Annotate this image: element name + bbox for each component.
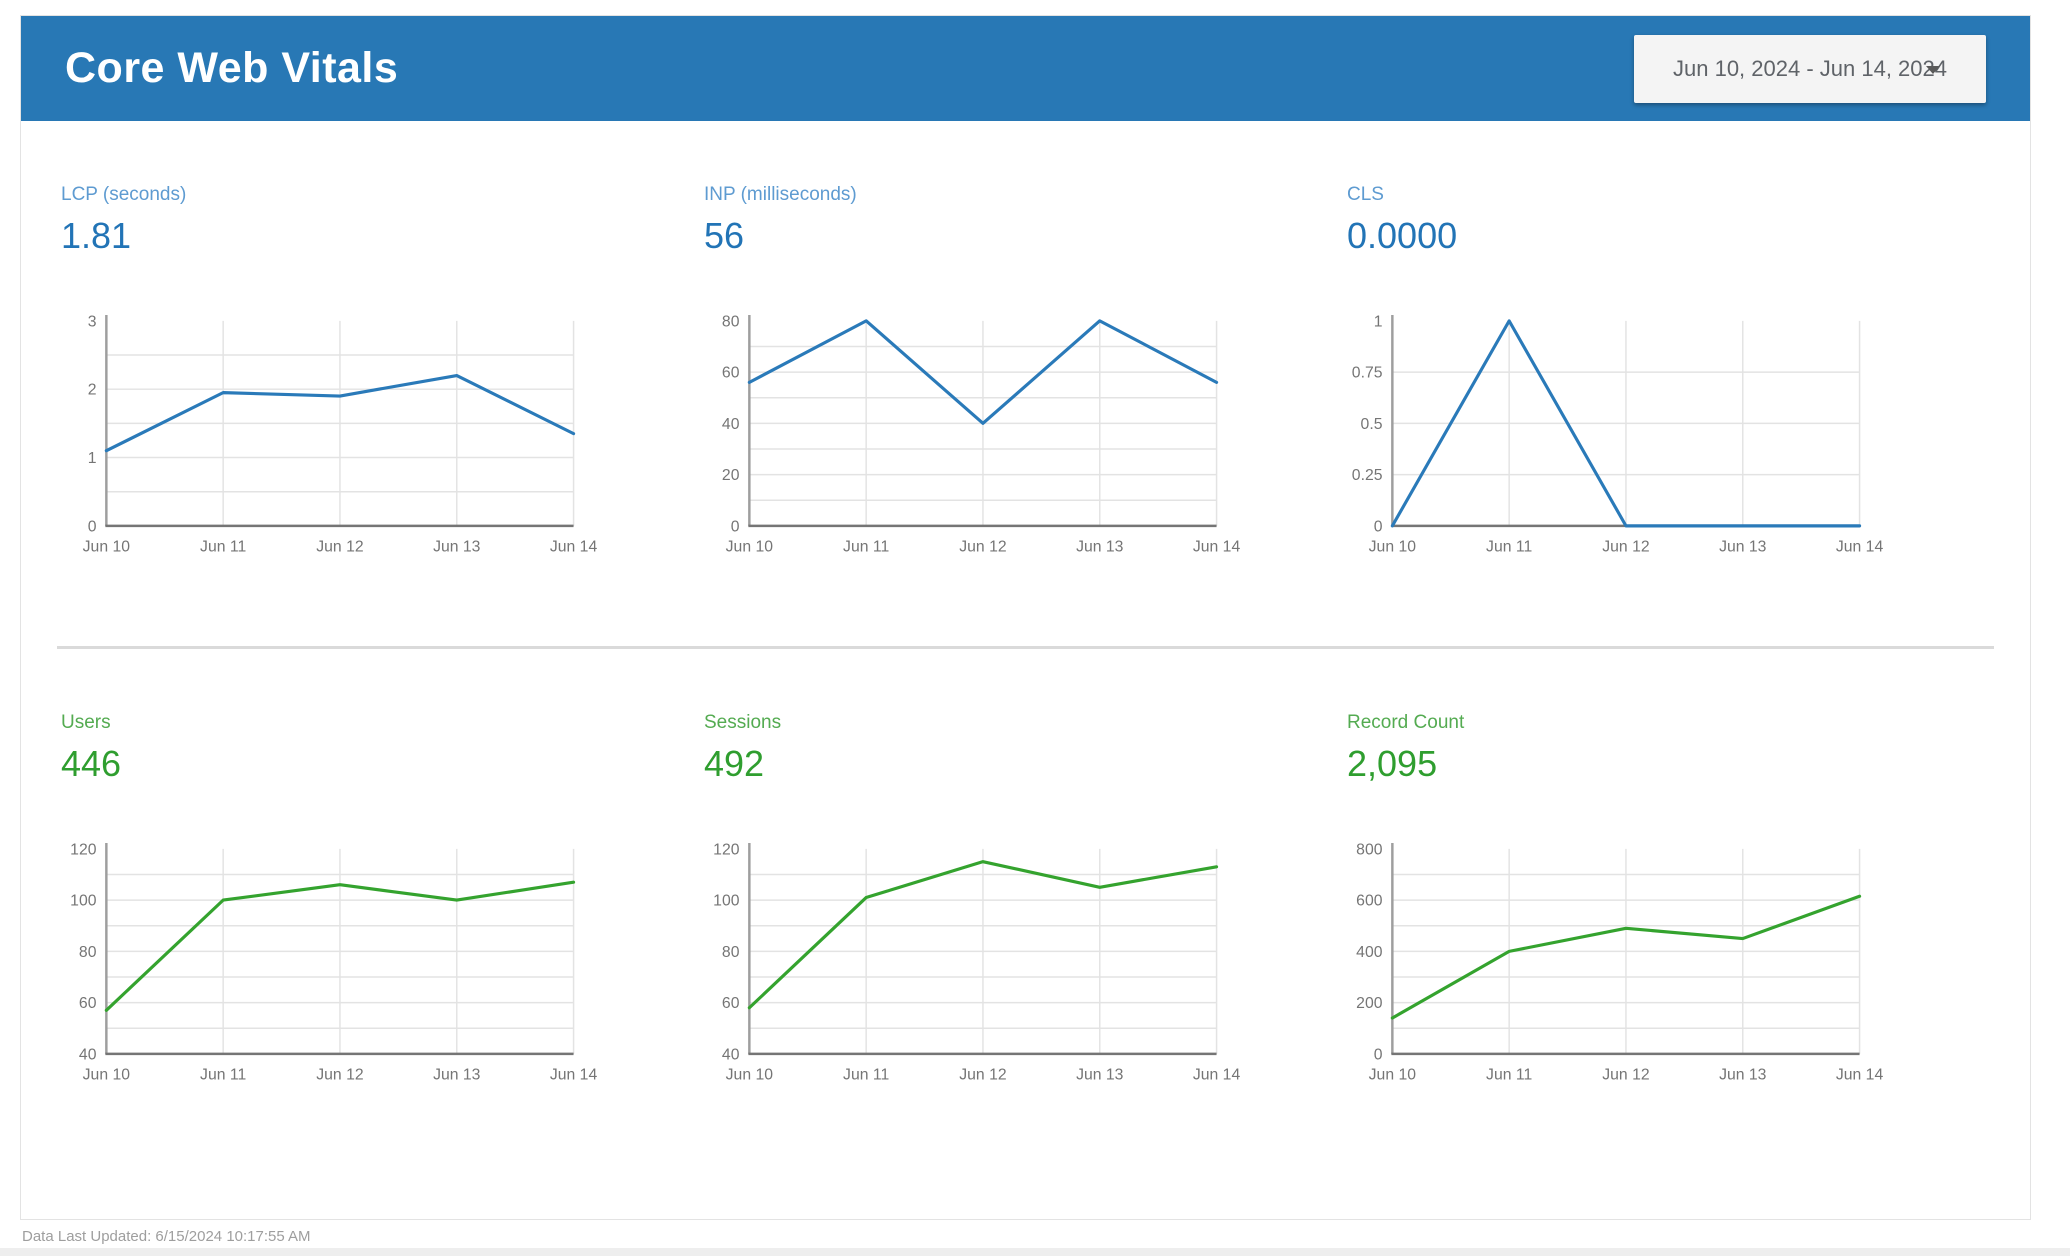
svg-text:100: 100 bbox=[70, 893, 97, 910]
svg-text:Jun 10: Jun 10 bbox=[83, 539, 131, 556]
svg-text:120: 120 bbox=[713, 841, 740, 858]
svg-text:Jun 12: Jun 12 bbox=[316, 1067, 363, 1084]
date-range-selector[interactable]: Jun 10, 2024 - Jun 14, 2024 bbox=[1634, 34, 1986, 103]
svg-text:1: 1 bbox=[1374, 313, 1383, 330]
svg-text:2: 2 bbox=[88, 382, 97, 399]
svg-text:0.75: 0.75 bbox=[1352, 365, 1383, 382]
svg-text:Jun 11: Jun 11 bbox=[843, 539, 889, 556]
svg-text:Jun 10: Jun 10 bbox=[1369, 1067, 1417, 1084]
svg-text:Jun 14: Jun 14 bbox=[1836, 539, 1884, 556]
svg-text:60: 60 bbox=[79, 995, 97, 1012]
svg-text:0.5: 0.5 bbox=[1361, 416, 1383, 433]
svg-text:Jun 12: Jun 12 bbox=[959, 539, 1006, 556]
svg-text:0: 0 bbox=[1374, 1046, 1383, 1063]
metric-label-record-count: Record Count bbox=[1347, 712, 1465, 733]
svg-text:0: 0 bbox=[88, 518, 97, 535]
svg-text:40: 40 bbox=[722, 1046, 740, 1063]
svg-text:Jun 12: Jun 12 bbox=[959, 1067, 1006, 1084]
svg-text:400: 400 bbox=[1356, 944, 1383, 961]
last-updated-text: Data Last Updated: 6/15/2024 10:17:55 AM bbox=[22, 1228, 311, 1245]
report-card: Core Web Vitals Jun 10, 2024 - Jun 14, 2… bbox=[20, 15, 2031, 1220]
svg-text:Jun 11: Jun 11 bbox=[1486, 1067, 1532, 1084]
line-chart-sessions: 40 60 80 100 120 Jun 10 Jun 11 Jun 12 Jun 13 Jun … bbox=[713, 841, 1241, 1084]
metric-label-users: Users bbox=[61, 712, 111, 733]
metric-value-sessions: 492 bbox=[704, 743, 765, 784]
svg-text:Jun 10: Jun 10 bbox=[83, 1067, 131, 1084]
metric-label-inp: INP (milliseconds) bbox=[704, 184, 857, 205]
line-chart-lcp: 0 1 2 3 Jun 10 Jun 11 Jun 12 Jun 13 Jun 14 bbox=[83, 313, 598, 556]
metric-label-lcp: LCP (seconds) bbox=[61, 184, 187, 205]
svg-text:800: 800 bbox=[1356, 841, 1383, 858]
line-chart-cls: 0 0.25 0.5 0.75 1 Jun 10 Jun 11 Jun 12 Jun 13 Jun… bbox=[1352, 313, 1884, 556]
chart-block-record-count: Record Count 2,095 0 200 400 600 800 Jun 10 Ju… bbox=[1347, 649, 1990, 1219]
svg-text:Jun 13: Jun 13 bbox=[1719, 539, 1767, 556]
caret-down-icon bbox=[1926, 65, 1940, 74]
svg-text:Jun 14: Jun 14 bbox=[1193, 539, 1241, 556]
metric-value-users: 446 bbox=[61, 743, 122, 784]
svg-text:60: 60 bbox=[722, 365, 740, 382]
line-chart-record-count: 0 200 400 600 800 Jun 10 Jun 11 Jun 12 Jun 13 Jun… bbox=[1356, 841, 1884, 1084]
svg-text:200: 200 bbox=[1356, 995, 1383, 1012]
svg-text:1: 1 bbox=[88, 450, 97, 467]
svg-text:Jun 12: Jun 12 bbox=[1602, 1067, 1649, 1084]
report-header: Core Web Vitals Jun 10, 2024 - Jun 14, 2… bbox=[21, 16, 2030, 121]
metric-value-cls: 0.0000 bbox=[1347, 215, 1458, 256]
svg-text:Jun 13: Jun 13 bbox=[1719, 1067, 1767, 1084]
metric-label-sessions: Sessions bbox=[704, 712, 782, 733]
date-range-value: Jun 10, 2024 - Jun 14, 2024 bbox=[1673, 55, 1947, 81]
chart-block-cls: CLS 0.0000 0 0.25 0.5 0.75 1 Jun 10 Jun 11 Jun … bbox=[1347, 121, 1990, 646]
metric-value-lcp: 1.81 bbox=[61, 215, 132, 256]
svg-text:Jun 11: Jun 11 bbox=[200, 1067, 246, 1084]
svg-text:Jun 13: Jun 13 bbox=[433, 1067, 481, 1084]
svg-text:Jun 10: Jun 10 bbox=[726, 539, 774, 556]
chart-block-inp: INP (milliseconds) 56 0 20 40 60 80 Jun 10 Jun… bbox=[704, 121, 1347, 646]
svg-text:80: 80 bbox=[722, 313, 740, 330]
svg-text:100: 100 bbox=[713, 893, 740, 910]
chart-block-lcp: LCP (seconds) 1.81 0 1 2 3 Jun 10 Jun 11 Jun 1… bbox=[61, 121, 704, 646]
svg-text:Jun 12: Jun 12 bbox=[316, 539, 363, 556]
svg-text:Jun 14: Jun 14 bbox=[550, 1067, 598, 1084]
svg-text:80: 80 bbox=[79, 944, 97, 961]
svg-text:Jun 11: Jun 11 bbox=[1486, 539, 1532, 556]
svg-text:40: 40 bbox=[722, 416, 740, 433]
svg-text:0: 0 bbox=[731, 518, 740, 535]
svg-text:Jun 13: Jun 13 bbox=[1076, 1067, 1124, 1084]
svg-text:Jun 14: Jun 14 bbox=[1193, 1067, 1241, 1084]
top-charts-row: LCP (seconds) 1.81 0 1 2 3 Jun 10 Jun 11 Jun 1… bbox=[21, 121, 2030, 646]
svg-text:40: 40 bbox=[79, 1046, 97, 1063]
bottom-strip bbox=[0, 1248, 2070, 1256]
page-title: Core Web Vitals bbox=[65, 44, 399, 92]
metric-value-inp: 56 bbox=[704, 215, 745, 256]
svg-text:120: 120 bbox=[70, 841, 97, 858]
svg-text:Jun 10: Jun 10 bbox=[1369, 539, 1417, 556]
svg-text:Jun 13: Jun 13 bbox=[1076, 539, 1124, 556]
chart-block-sessions: Sessions 492 40 60 80 100 120 Jun 10 Jun 11 Jun… bbox=[704, 649, 1347, 1219]
svg-text:600: 600 bbox=[1356, 893, 1383, 910]
section-divider bbox=[57, 646, 1994, 649]
svg-text:Jun 14: Jun 14 bbox=[1836, 1067, 1884, 1084]
svg-text:3: 3 bbox=[88, 313, 97, 330]
line-chart-users: 40 60 80 100 120 Jun 10 Jun 11 Jun 12 Jun 13 Jun … bbox=[70, 841, 598, 1084]
svg-text:Jun 11: Jun 11 bbox=[843, 1067, 889, 1084]
metric-label-cls: CLS bbox=[1347, 184, 1384, 205]
chart-block-users: Users 446 40 60 80 100 120 Jun 10 Jun 11 Jun 12… bbox=[61, 649, 704, 1219]
svg-text:0: 0 bbox=[1374, 518, 1383, 535]
svg-text:Jun 12: Jun 12 bbox=[1602, 539, 1649, 556]
svg-text:60: 60 bbox=[722, 995, 740, 1012]
svg-text:Jun 14: Jun 14 bbox=[550, 539, 598, 556]
svg-text:Jun 13: Jun 13 bbox=[433, 539, 481, 556]
metric-value-record-count: 2,095 bbox=[1347, 743, 1438, 784]
svg-text:20: 20 bbox=[722, 467, 740, 484]
svg-text:0.25: 0.25 bbox=[1352, 467, 1383, 484]
bottom-charts-row: Users 446 40 60 80 100 120 Jun 10 Jun 11 Jun 12… bbox=[21, 649, 2030, 1219]
svg-text:Jun 11: Jun 11 bbox=[200, 539, 246, 556]
svg-text:Jun 10: Jun 10 bbox=[726, 1067, 774, 1084]
line-chart-inp: 0 20 40 60 80 Jun 10 Jun 11 Jun 12 Jun 13 Jun 14 bbox=[722, 313, 1241, 556]
svg-text:80: 80 bbox=[722, 944, 740, 961]
